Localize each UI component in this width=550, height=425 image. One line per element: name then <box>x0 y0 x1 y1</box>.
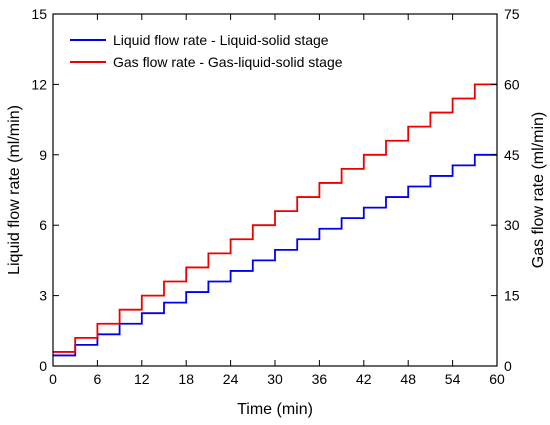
y-right-tick-label-2: 30 <box>504 217 520 233</box>
x-tick-label-8: 48 <box>400 371 416 387</box>
x-tick-label-1: 6 <box>94 371 102 387</box>
y-left-tick-label-5: 15 <box>31 6 47 22</box>
y-left-tick-label-3: 9 <box>39 147 47 163</box>
x-axis: 0 6 12 18 24 30 36 42 48 54 60 <box>49 14 505 387</box>
y-right-tick-label-5: 75 <box>504 6 520 22</box>
y-left-tick-label-4: 12 <box>31 76 47 92</box>
legend-label-gas: Gas flow rate - Gas-liquid-solid stage <box>113 54 343 70</box>
y-right-tick-label-4: 60 <box>504 76 520 92</box>
y-right-tick-label-3: 45 <box>504 147 520 163</box>
y-axis-right: 0 15 30 45 60 75 <box>491 6 520 374</box>
x-tick-label-7: 42 <box>356 371 372 387</box>
legend: Liquid flow rate - Liquid-solid stage Ga… <box>70 32 343 70</box>
legend-label-liquid: Liquid flow rate - Liquid-solid stage <box>113 32 329 48</box>
y-left-tick-label-0: 0 <box>39 358 47 374</box>
y-left-tick-label-1: 3 <box>39 288 47 304</box>
y-left-tick-label-2: 6 <box>39 217 47 233</box>
x-tick-label-2: 12 <box>134 371 150 387</box>
x-axis-title: Time (min) <box>237 401 313 418</box>
y-axis-left-title: Liquid flow rate (ml/min) <box>6 105 23 275</box>
x-tick-label-6: 36 <box>312 371 328 387</box>
series-line-0 <box>53 153 497 357</box>
x-tick-label-3: 18 <box>178 371 194 387</box>
x-tick-label-4: 24 <box>223 371 239 387</box>
y-axis-left: 0 3 6 9 12 15 <box>31 6 59 374</box>
x-tick-label-5: 30 <box>267 371 283 387</box>
x-tick-label-0: 0 <box>49 371 57 387</box>
series-line-1 <box>53 83 497 353</box>
y-right-tick-label-0: 0 <box>504 358 512 374</box>
series-layer <box>53 83 497 357</box>
y-axis-right-title: Gas flow rate (ml/min) <box>530 112 547 268</box>
y-right-tick-label-1: 15 <box>504 288 520 304</box>
x-tick-label-10: 60 <box>489 371 505 387</box>
x-tick-label-9: 54 <box>445 371 461 387</box>
